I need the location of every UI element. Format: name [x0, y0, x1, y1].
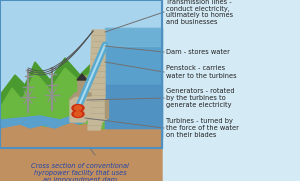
Bar	[105, 28, 162, 46]
Polygon shape	[88, 30, 108, 130]
Polygon shape	[105, 100, 108, 118]
Text: Generators - rotated
by the turbines to
generate electricity: Generators - rotated by the turbines to …	[166, 88, 235, 108]
Polygon shape	[77, 74, 87, 80]
Ellipse shape	[74, 106, 82, 110]
Text: Penstock - carries
water to the turbines: Penstock - carries water to the turbines	[166, 66, 237, 79]
Polygon shape	[70, 96, 90, 122]
Ellipse shape	[72, 104, 84, 111]
Text: Dam - stores water: Dam - stores water	[166, 49, 230, 55]
Text: Cross section of conventional
hyropower facility that uses
an impoundment dam: Cross section of conventional hyropower …	[31, 163, 129, 181]
Polygon shape	[0, 62, 162, 148]
Polygon shape	[0, 122, 162, 181]
Bar	[105, 85, 162, 138]
Polygon shape	[0, 55, 162, 148]
Polygon shape	[0, 116, 88, 128]
Bar	[0, 0, 162, 148]
Text: Transmission lines -
conduct electricity,
ultimately to homes
and businesses: Transmission lines - conduct electricity…	[166, 0, 233, 26]
Polygon shape	[69, 93, 91, 100]
Text: Turbines - turned by
the force of the water
on their blades: Turbines - turned by the force of the wa…	[166, 118, 239, 138]
Polygon shape	[78, 76, 86, 96]
Ellipse shape	[72, 110, 84, 117]
Bar	[105, 28, 162, 138]
Ellipse shape	[74, 112, 82, 116]
